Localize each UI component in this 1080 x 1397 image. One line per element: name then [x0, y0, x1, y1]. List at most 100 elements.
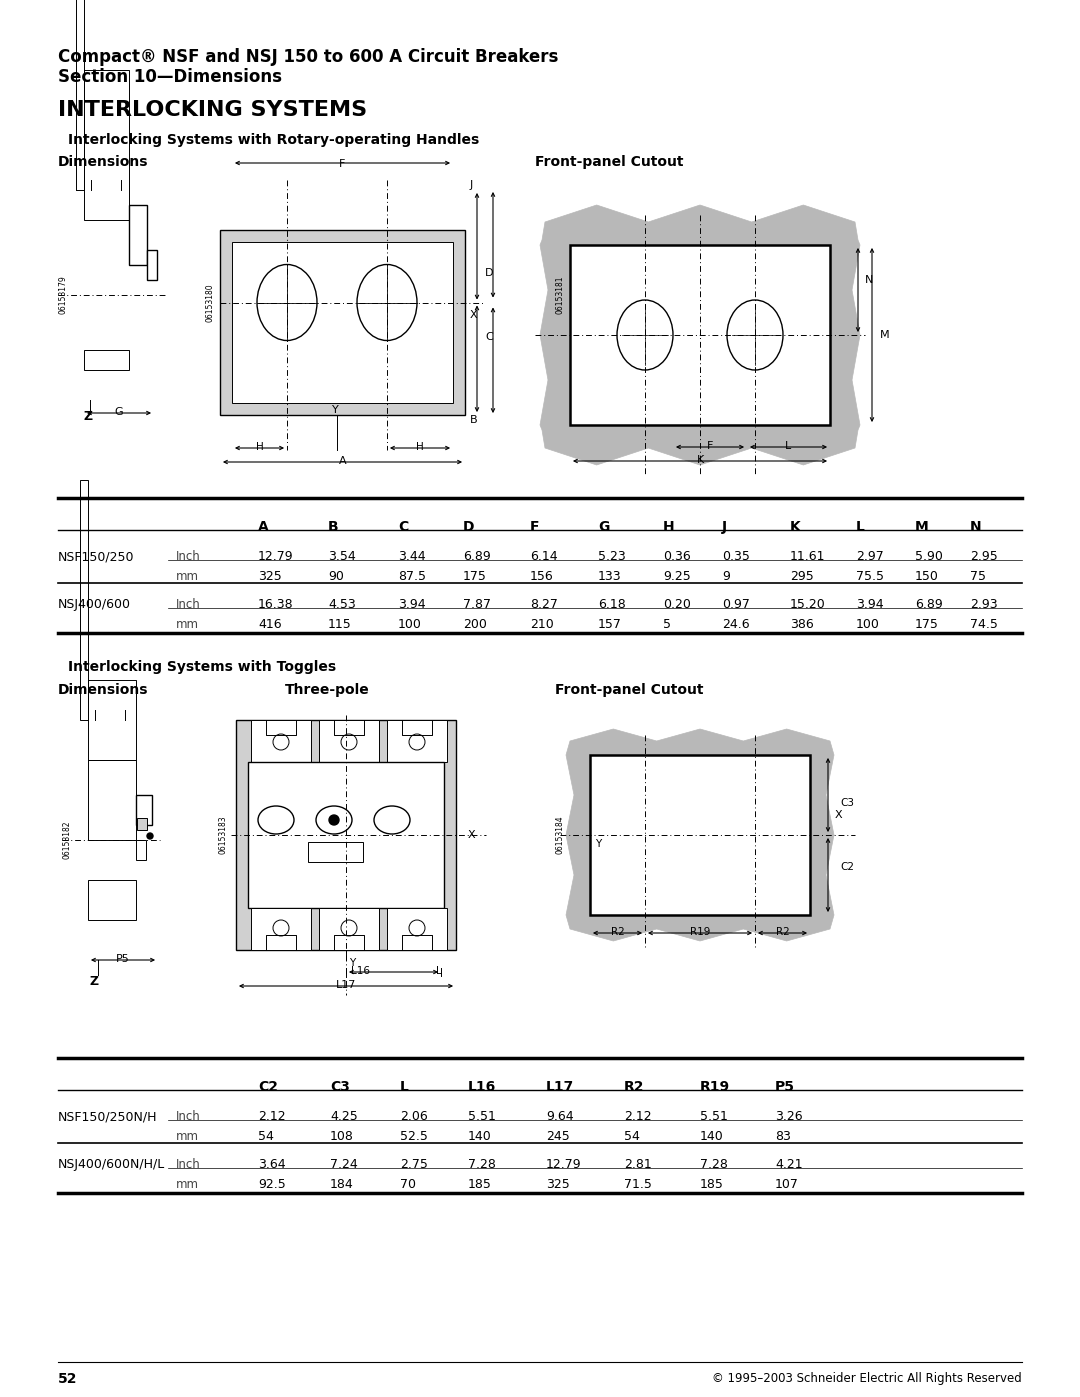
Text: 175: 175 [463, 570, 487, 583]
Text: F: F [339, 159, 346, 169]
Text: R19: R19 [690, 928, 711, 937]
Circle shape [147, 833, 153, 840]
Text: 175: 175 [915, 617, 939, 631]
Text: D: D [485, 267, 494, 278]
Ellipse shape [258, 806, 294, 834]
Text: Interlocking Systems with Toggles: Interlocking Systems with Toggles [68, 659, 336, 673]
Circle shape [341, 921, 357, 936]
Text: 9: 9 [723, 570, 730, 583]
Circle shape [273, 921, 289, 936]
Text: 7.87: 7.87 [463, 598, 491, 610]
Text: M: M [915, 520, 929, 534]
Text: NSF150/250: NSF150/250 [58, 550, 135, 563]
Bar [136, 795, 152, 826]
Text: 245: 245 [546, 1130, 570, 1143]
Bar [129, 205, 147, 265]
Text: 4.21: 4.21 [775, 1158, 802, 1171]
Text: 2.12: 2.12 [258, 1111, 285, 1123]
Text: B: B [328, 520, 339, 534]
Text: H: H [256, 441, 264, 453]
Text: 200: 200 [463, 617, 487, 631]
Text: Y: Y [595, 840, 602, 849]
Text: 2.93: 2.93 [970, 598, 998, 610]
Text: R19: R19 [700, 1080, 730, 1094]
Bar [84, 70, 129, 219]
Text: © 1995–2003 Schneider Electric All Rights Reserved: © 1995–2003 Schneider Electric All Right… [712, 1372, 1022, 1384]
Text: Three-pole: Three-pole [285, 683, 369, 697]
Text: 416: 416 [258, 617, 282, 631]
Text: 3.94: 3.94 [399, 598, 426, 610]
Text: 3.94: 3.94 [856, 598, 883, 610]
Bar [251, 719, 311, 761]
Text: mm: mm [176, 570, 199, 583]
Text: 140: 140 [700, 1130, 724, 1143]
Bar [248, 761, 444, 908]
Text: 0.20: 0.20 [663, 598, 691, 610]
Text: 74.5: 74.5 [970, 617, 998, 631]
Bar [319, 908, 379, 950]
Text: INTERLOCKING SYSTEMS: INTERLOCKING SYSTEMS [58, 101, 367, 120]
Text: 15.20: 15.20 [789, 598, 826, 610]
Text: 52.5: 52.5 [400, 1130, 428, 1143]
Text: 54: 54 [624, 1130, 639, 1143]
Text: 16.38: 16.38 [258, 598, 294, 610]
Text: L: L [856, 520, 865, 534]
Text: 2.12: 2.12 [624, 1111, 651, 1123]
Text: 185: 185 [468, 1178, 491, 1192]
Text: 8.27: 8.27 [530, 598, 558, 610]
Text: 2.06: 2.06 [400, 1111, 428, 1123]
Text: N: N [970, 520, 982, 534]
Text: Inch: Inch [176, 1158, 201, 1171]
Text: 100: 100 [856, 617, 880, 631]
Text: C2: C2 [840, 862, 854, 872]
Text: 06153179: 06153179 [58, 275, 67, 314]
Text: C3: C3 [840, 798, 854, 807]
Text: 06153184: 06153184 [555, 816, 565, 855]
Text: 52: 52 [58, 1372, 78, 1386]
Text: F: F [530, 520, 540, 534]
Text: F: F [706, 441, 713, 451]
Bar [590, 754, 810, 915]
Circle shape [409, 733, 426, 750]
Text: 0.97: 0.97 [723, 598, 750, 610]
Text: Front-panel Cutout: Front-panel Cutout [555, 683, 703, 697]
Text: L16: L16 [468, 1080, 496, 1094]
Text: 11.61: 11.61 [789, 550, 825, 563]
Text: 0.36: 0.36 [663, 550, 691, 563]
Text: R2: R2 [610, 928, 624, 937]
Text: 157: 157 [598, 617, 622, 631]
Text: 6.18: 6.18 [598, 598, 625, 610]
Text: NSJ400/600N/H/L: NSJ400/600N/H/L [58, 1158, 165, 1171]
Text: J: J [723, 520, 727, 534]
Text: 325: 325 [546, 1178, 570, 1192]
Text: NSJ400/600: NSJ400/600 [58, 598, 131, 610]
Text: 3.64: 3.64 [258, 1158, 285, 1171]
Text: NSF150/250N/H: NSF150/250N/H [58, 1111, 158, 1123]
Text: 150: 150 [915, 570, 939, 583]
Text: Y: Y [349, 958, 355, 968]
Text: B: B [470, 415, 477, 425]
Bar [80, 481, 87, 719]
Text: G: G [114, 407, 123, 416]
Polygon shape [540, 205, 860, 465]
Bar [319, 719, 379, 761]
Text: 108: 108 [330, 1130, 354, 1143]
Bar [308, 842, 363, 862]
Text: Front-panel Cutout: Front-panel Cutout [535, 155, 684, 169]
Text: 185: 185 [700, 1178, 724, 1192]
Text: 54: 54 [258, 1130, 274, 1143]
Text: Inch: Inch [176, 550, 201, 563]
Circle shape [273, 733, 289, 750]
Text: 5: 5 [663, 617, 671, 631]
Text: H: H [416, 441, 423, 453]
Text: C3: C3 [330, 1080, 350, 1094]
Bar [136, 840, 146, 861]
Text: 133: 133 [598, 570, 622, 583]
Text: 295: 295 [789, 570, 813, 583]
Text: 70: 70 [400, 1178, 416, 1192]
Text: 06153180: 06153180 [205, 284, 215, 321]
Text: 6.89: 6.89 [915, 598, 943, 610]
Text: M: M [880, 330, 890, 339]
Text: 2.81: 2.81 [624, 1158, 651, 1171]
Text: 6.89: 6.89 [463, 550, 490, 563]
